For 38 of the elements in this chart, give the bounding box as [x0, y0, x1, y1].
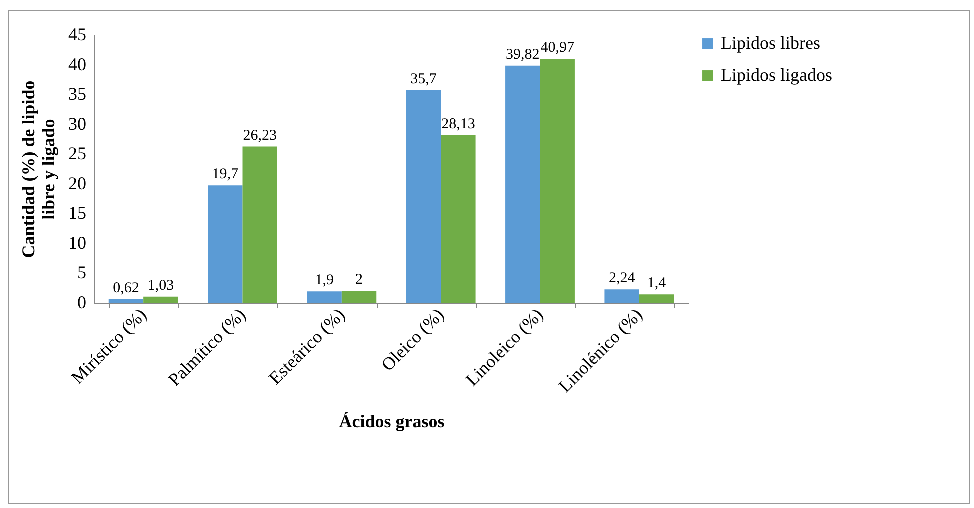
y-tick-label: 0	[78, 292, 86, 312]
bar	[108, 299, 144, 303]
legend-label: Lipidos libres	[721, 33, 820, 53]
bar	[506, 66, 540, 303]
data-label: 28,13	[442, 116, 476, 132]
y-tick-label: 45	[68, 24, 86, 44]
y-tick-label: 20	[68, 173, 86, 194]
legend-label: Lipidos ligados	[721, 65, 832, 85]
bar	[406, 90, 442, 303]
bar	[307, 292, 342, 303]
bar	[342, 291, 377, 303]
y-tick-label: 40	[68, 54, 86, 74]
y-tick-label: 15	[68, 203, 86, 224]
data-label: 1,9	[315, 272, 334, 289]
data-label: 40,97	[540, 40, 575, 56]
bar	[208, 186, 243, 303]
x-axis-title: Ácidos grasos	[339, 411, 445, 432]
data-label: 2	[356, 272, 364, 288]
bar	[242, 146, 278, 303]
data-label: 35,7	[410, 71, 438, 88]
data-label: 2,24	[608, 270, 636, 287]
data-label: 19,7	[212, 166, 240, 183]
bar	[604, 290, 640, 303]
data-label: 1,03	[148, 278, 174, 294]
data-label: 1,4	[647, 276, 667, 292]
bar	[144, 296, 178, 303]
y-tick-label: 35	[68, 84, 86, 104]
data-label: 26,23	[243, 128, 277, 144]
y-tick-label: 10	[68, 232, 86, 253]
data-label: 0,62	[113, 280, 140, 296]
y-axis-title: Cantidad (%) de lipido libre y ligado	[18, 80, 58, 258]
y-tick-label: 30	[68, 114, 86, 134]
bar	[441, 135, 476, 303]
bar	[540, 59, 575, 303]
bar	[639, 294, 674, 303]
y-tick-label: 5	[78, 262, 86, 283]
data-label: 39,82	[506, 46, 540, 63]
y-tick-label: 25	[68, 144, 86, 164]
